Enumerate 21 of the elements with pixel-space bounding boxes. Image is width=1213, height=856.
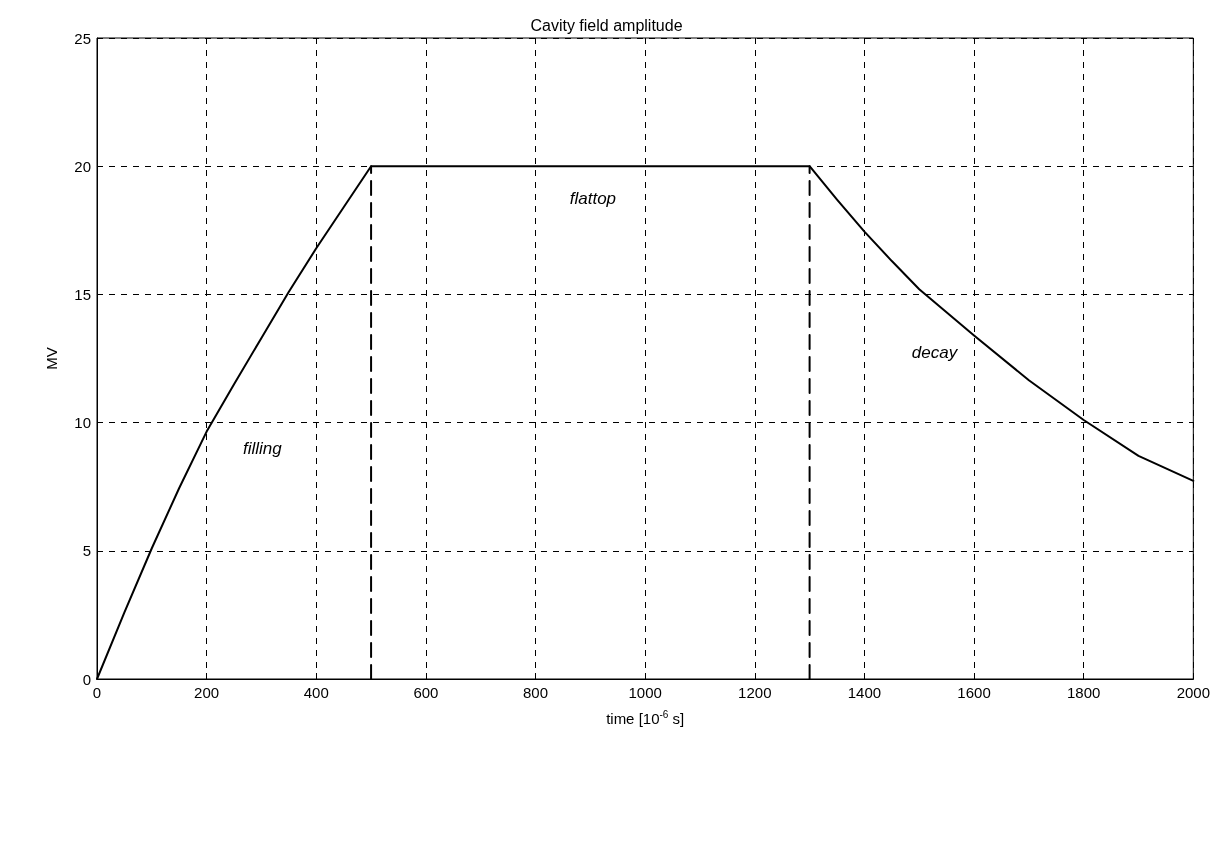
x-tick-label: 1600 bbox=[957, 684, 991, 701]
x-tick-label: 1200 bbox=[738, 684, 772, 701]
x-tick-label: 1000 bbox=[628, 684, 662, 701]
y-tick-label: 25 bbox=[74, 29, 91, 47]
y-tick-label: 5 bbox=[82, 542, 91, 560]
y-tick-label: 0 bbox=[82, 670, 91, 688]
y-tick-label: 20 bbox=[74, 157, 91, 175]
x-tick-label: 2000 bbox=[1176, 684, 1210, 701]
y-axis-title: MV bbox=[43, 347, 60, 370]
x-tick-label: 1400 bbox=[847, 684, 882, 701]
x-tick-label: 400 bbox=[303, 684, 329, 701]
x-tick-label: 200 bbox=[194, 684, 220, 701]
annotation: flattop bbox=[569, 188, 617, 208]
annotation: filling bbox=[242, 438, 283, 458]
chart-title: Cavity field amplitude bbox=[530, 16, 683, 34]
y-tick-label: 15 bbox=[74, 285, 91, 303]
annotation: decay bbox=[911, 342, 959, 362]
x-tick-label: 600 bbox=[413, 684, 439, 701]
x-tick-label: 800 bbox=[523, 684, 549, 701]
x-tick-label: 1800 bbox=[1067, 684, 1101, 701]
y-tick-label: 10 bbox=[74, 414, 91, 432]
